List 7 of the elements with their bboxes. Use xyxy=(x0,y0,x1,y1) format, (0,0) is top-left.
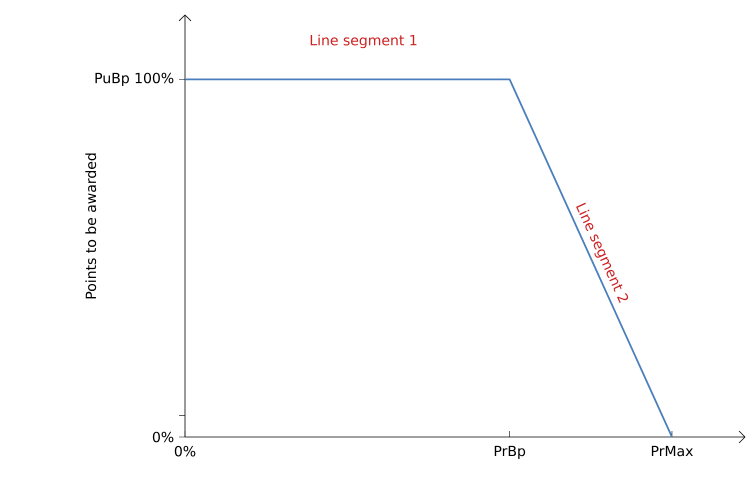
annotation: Line segment 1 xyxy=(310,34,416,48)
x-tick-label: PrBp xyxy=(494,446,526,459)
x-tick-label: 0% xyxy=(174,446,196,456)
x-tick-label: PrMax xyxy=(652,446,693,456)
text: PuBp xyxy=(95,72,129,86)
y-tick-label: 100% xyxy=(136,72,174,84)
y-axis-title: Points to be awarded xyxy=(85,154,96,298)
